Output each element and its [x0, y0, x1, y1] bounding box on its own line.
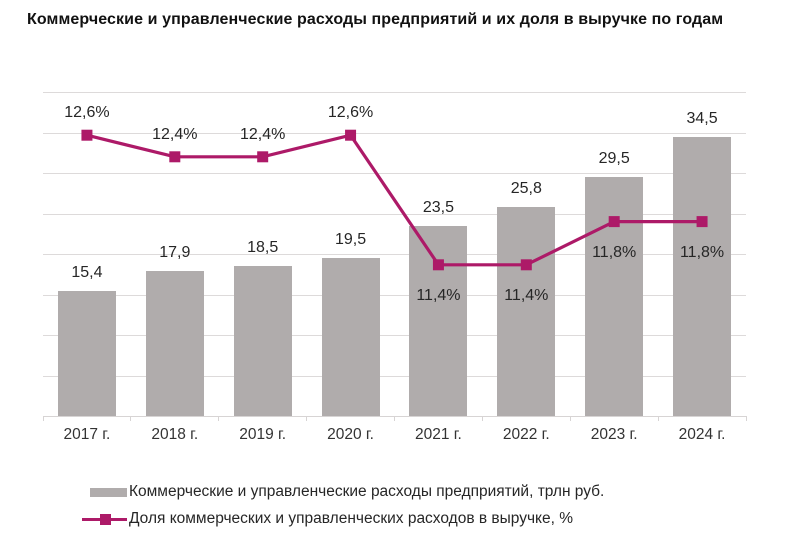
bar-value-label: 25,8	[510, 180, 542, 198]
x-axis-tick	[657, 416, 659, 421]
x-axis-label: 2018 г.	[151, 426, 199, 443]
gridline	[43, 92, 746, 93]
gridline	[43, 254, 746, 255]
x-axis-label: 2024 г.	[678, 426, 726, 443]
line-swatch-marker	[100, 513, 111, 525]
bar-value-label: 34,5	[686, 109, 718, 127]
legend-label-bars: Коммерческие и управленческие расходы пр…	[129, 483, 605, 500]
x-axis-tick	[481, 416, 483, 421]
gridline	[43, 375, 746, 377]
bar	[497, 207, 556, 416]
legend-label-line: Доля коммерческих и управленческих расхо…	[129, 510, 574, 527]
gridline	[43, 173, 746, 174]
bar-value-label: 18,5	[247, 239, 279, 257]
x-axis-label: 2021 г.	[415, 426, 462, 443]
line-marker	[520, 259, 532, 271]
line-value-label: 12,4%	[240, 125, 286, 143]
bar-value-label: 19,5	[334, 231, 367, 249]
line-value-label: 11,8%	[679, 243, 725, 261]
gridline	[43, 213, 746, 215]
bar-value-label: 17,9	[159, 244, 191, 261]
line-value-label: 11,4%	[416, 286, 461, 304]
gridline	[43, 294, 746, 296]
line-marker	[608, 216, 620, 228]
line-value-label: 12,4%	[152, 125, 198, 143]
bar	[321, 258, 380, 416]
line-marker	[345, 129, 357, 141]
bar-value-label: 23,5	[422, 198, 454, 216]
line-swatch-stroke	[82, 517, 127, 521]
bar	[233, 266, 292, 416]
bar-value-label: 15,4	[71, 264, 103, 282]
line-marker	[169, 151, 181, 163]
bar-series-swatch-icon	[90, 487, 127, 497]
legend-item-bars: Коммерческие и управленческие расходы пр…	[90, 483, 604, 501]
gridline	[43, 132, 746, 134]
x-axis-label: 2023 г.	[590, 426, 638, 443]
bar	[145, 271, 204, 416]
bar	[57, 291, 116, 416]
chart-title: Коммерческие и управленческие расходы пр…	[27, 11, 724, 28]
legend-item-line: Доля коммерческих и управленческих расхо…	[82, 510, 573, 528]
x-axis-tick	[394, 416, 395, 421]
gridline	[43, 335, 746, 336]
bar	[409, 225, 468, 416]
x-axis-tick	[569, 416, 571, 421]
line-value-label: 11,4%	[504, 286, 549, 304]
line-marker	[81, 129, 93, 141]
x-axis-tick	[42, 416, 44, 421]
plot-area: 15,4 17,9 18,5 19,5 23,5 25,8 29,5 34,5 12,6% 12,…	[42, 92, 747, 443]
x-axis-tick	[745, 416, 747, 421]
x-axis-label: 2019 г.	[239, 426, 287, 443]
x-axis-tick	[218, 416, 220, 421]
line-value-label: 12,6%	[327, 104, 374, 122]
line-value-label: 12,6%	[64, 104, 110, 122]
line-marker	[432, 259, 444, 271]
bar-value-label: 29,5	[598, 150, 630, 168]
x-axis-label: 2022 г.	[502, 426, 550, 443]
line-series-swatch-icon	[82, 512, 127, 526]
x-axis-tick	[130, 416, 132, 421]
bar	[673, 136, 732, 416]
x-axis-tick	[306, 416, 308, 421]
line-marker	[696, 216, 708, 228]
line-marker	[257, 151, 269, 163]
x-axis-label: 2020 г.	[327, 426, 374, 443]
x-axis-label: 2017 г.	[63, 426, 111, 443]
line-series	[81, 129, 708, 271]
line-series-path	[86, 133, 703, 267]
line-value-label: 11,8%	[592, 243, 637, 261]
